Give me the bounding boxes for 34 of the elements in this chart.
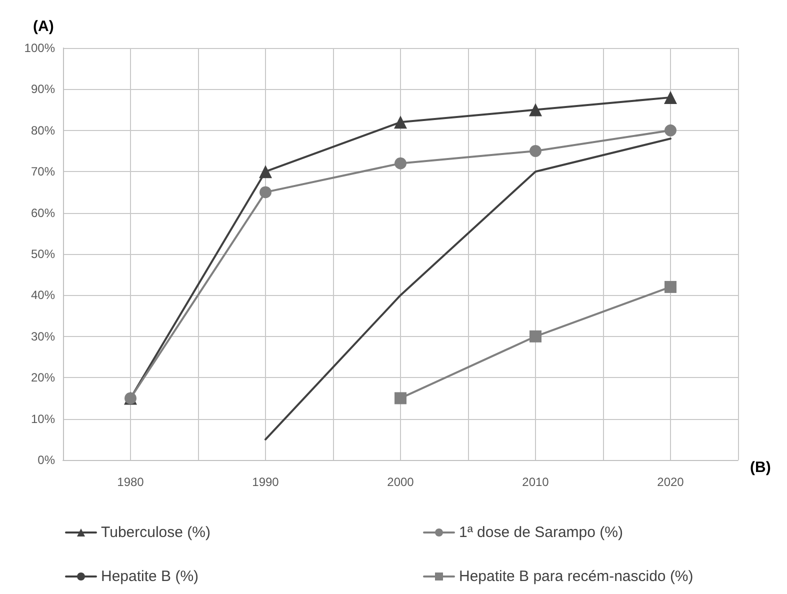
y-tick-label: 100% — [24, 41, 56, 55]
point — [394, 392, 406, 404]
point — [664, 90, 677, 104]
point — [530, 330, 542, 342]
legend-label: Hepatite B para recém-nascido (%) — [459, 568, 694, 585]
point — [394, 116, 407, 129]
y-tick-label: 60% — [30, 206, 56, 220]
y-tick-label: 0% — [38, 453, 56, 467]
point — [664, 280, 676, 293]
x-tick-label: 2020 — [657, 475, 684, 489]
legend-label: Tuberculose (%) — [101, 524, 210, 541]
point — [259, 165, 272, 178]
point — [260, 186, 272, 198]
x-tick-label: 1980 — [117, 475, 144, 489]
y-tick-label: 90% — [30, 82, 56, 96]
y-axis-title: (A) — [33, 18, 54, 35]
legend-label: Hepatite B (%) — [101, 568, 199, 585]
y-tick-label: 40% — [30, 288, 56, 302]
x-axis-title: (B) — [750, 459, 771, 476]
line-series — [264, 138, 672, 440]
x-tick-label: 2010 — [522, 475, 550, 489]
point — [394, 157, 406, 170]
y-tick-label: 50% — [30, 247, 56, 261]
y-tick-label: 30% — [30, 329, 56, 344]
y-tick-label: 20% — [30, 370, 56, 385]
y-tick-label: 70% — [30, 164, 56, 179]
y-tick-label: 80% — [30, 123, 56, 138]
legend-label: 1ª dose de Sarampo (%) — [459, 524, 623, 541]
x-tick-label: 1990 — [252, 475, 280, 489]
x-tick-label: 2000 — [387, 475, 414, 489]
y-tick-label: 10% — [30, 412, 56, 426]
point — [529, 103, 542, 116]
point — [530, 145, 542, 157]
point — [664, 124, 676, 136]
